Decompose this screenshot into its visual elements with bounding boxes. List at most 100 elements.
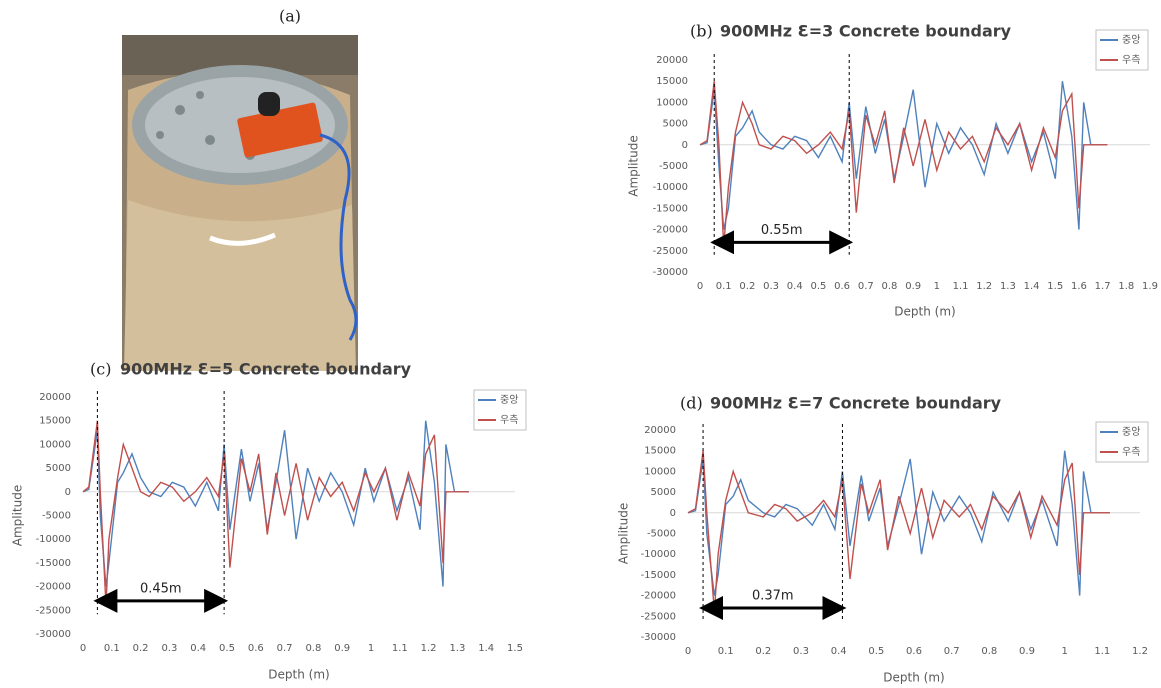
y-tick-label: 20000: [644, 425, 676, 436]
figure: (a) (b) 900MHz Ɛ=3 Concrete boundary -3000…: [0, 0, 1161, 688]
y-tick-label: -25000: [36, 605, 71, 616]
x-tick-label: 0: [685, 646, 691, 657]
y-axis-title: Amplitude: [11, 485, 25, 547]
legend-label: 우측: [500, 414, 518, 426]
x-tick-label: 0.5: [868, 646, 884, 657]
legend-label: 중앙: [1122, 426, 1140, 438]
y-tick-label: -10000: [36, 534, 71, 545]
x-tick-label: 0.3: [763, 281, 779, 292]
x-tick-label: 0.7: [277, 643, 293, 654]
x-tick-label: 0.4: [787, 281, 803, 292]
x-tick-label: 1.4: [478, 643, 494, 654]
x-tick-label: 0.5: [810, 281, 826, 292]
y-tick-label: 5000: [651, 487, 676, 498]
y-tick-label: -5000: [647, 529, 676, 540]
y-tick-label: 10000: [656, 97, 688, 108]
y-tick-label: 0: [682, 140, 688, 151]
panel-label: (b): [690, 22, 713, 41]
x-tick-label: 1.7: [1095, 281, 1111, 292]
y-tick-label: -5000: [42, 511, 71, 522]
x-axis-title: Depth (m): [883, 671, 944, 685]
y-tick-label: 10000: [39, 439, 71, 450]
y-tick-label: 20000: [656, 55, 688, 66]
y-axis-title: Amplitude: [617, 503, 631, 565]
legend-label: 우측: [1122, 54, 1140, 66]
x-tick-label: 0.8: [882, 281, 898, 292]
x-tick-label: 0.9: [905, 281, 921, 292]
x-tick-label: 0.4: [831, 646, 847, 657]
x-tick-label: 0.5: [219, 643, 235, 654]
y-axis-title: Amplitude: [627, 135, 641, 197]
x-tick-label: 1.6: [1071, 281, 1087, 292]
panel-label: (c): [90, 360, 111, 379]
y-tick-label: 10000: [644, 466, 676, 477]
y-tick-label: 5000: [46, 463, 71, 474]
y-tick-label: -30000: [36, 629, 71, 640]
x-tick-label: 0.7: [858, 281, 874, 292]
x-tick-label: 1.1: [1094, 646, 1110, 657]
y-tick-label: -15000: [36, 558, 71, 569]
x-tick-label: 0.1: [104, 643, 120, 654]
x-tick-label: 1.1: [392, 643, 408, 654]
y-tick-label: -30000: [641, 632, 676, 643]
x-tick-label: 0: [697, 281, 703, 292]
x-tick-label: 0.6: [834, 281, 850, 292]
legend-label: 우측: [1122, 446, 1140, 458]
data-line: [83, 421, 469, 606]
x-tick-label: 0.3: [161, 643, 177, 654]
x-tick-label: 1.4: [1024, 281, 1040, 292]
y-tick-label: -5000: [659, 161, 688, 172]
x-tick-label: 0.4: [190, 643, 206, 654]
chart-title: 900MHz Ɛ=7 Concrete boundary: [710, 394, 1002, 413]
y-tick-label: 15000: [39, 416, 71, 427]
x-tick-label: 0.6: [248, 643, 264, 654]
legend-label: 중앙: [500, 394, 518, 406]
x-tick-label: 1.3: [449, 643, 465, 654]
x-tick-label: 0.2: [739, 281, 755, 292]
photo: [122, 35, 358, 371]
chart-title: 900MHz Ɛ=5 Concrete boundary: [120, 360, 412, 379]
x-tick-label: 1.8: [1118, 281, 1134, 292]
y-tick-label: 0: [670, 508, 676, 519]
data-line: [700, 81, 1107, 246]
x-tick-label: 1.5: [1047, 281, 1063, 292]
x-tick-label: 0.6: [906, 646, 922, 657]
x-tick-label: 1: [368, 643, 374, 654]
x-tick-label: 1.5: [507, 643, 523, 654]
distance-label: 0.55m: [761, 223, 803, 238]
y-tick-label: -20000: [653, 225, 688, 236]
x-tick-label: 0: [80, 643, 86, 654]
y-tick-label: -25000: [641, 611, 676, 622]
x-tick-label: 1.2: [976, 281, 992, 292]
x-tick-label: 1.1: [953, 281, 969, 292]
x-tick-label: 0.7: [944, 646, 960, 657]
y-tick-label: -15000: [641, 570, 676, 581]
panel-label: (d): [680, 394, 703, 413]
y-tick-label: 0: [65, 487, 71, 498]
distance-label: 0.45m: [140, 581, 182, 596]
x-tick-label: 0.8: [305, 643, 321, 654]
y-tick-label: -20000: [36, 582, 71, 593]
x-tick-label: 1: [934, 281, 940, 292]
y-tick-label: -30000: [653, 267, 688, 278]
x-tick-label: 1.9: [1142, 281, 1158, 292]
x-tick-label: 1: [1061, 646, 1067, 657]
x-tick-label: 0.1: [718, 646, 734, 657]
y-tick-label: 20000: [39, 392, 71, 403]
panel-label: (a): [279, 7, 301, 26]
data-line: [688, 451, 1110, 596]
x-tick-label: 0.9: [1019, 646, 1035, 657]
x-tick-label: 1.3: [1000, 281, 1016, 292]
data-line: [83, 421, 469, 587]
y-tick-label: 15000: [644, 446, 676, 457]
y-tick-label: -10000: [653, 182, 688, 193]
y-tick-label: -15000: [653, 203, 688, 214]
data-line: [700, 81, 1107, 229]
legend-label: 중앙: [1122, 34, 1140, 46]
chart-title: 900MHz Ɛ=3 Concrete boundary: [720, 22, 1012, 41]
y-tick-label: -10000: [641, 549, 676, 560]
distance-label: 0.37m: [752, 589, 794, 604]
y-tick-label: 15000: [656, 76, 688, 87]
x-axis-title: Depth (m): [894, 305, 955, 319]
x-axis-title: Depth (m): [268, 668, 329, 682]
